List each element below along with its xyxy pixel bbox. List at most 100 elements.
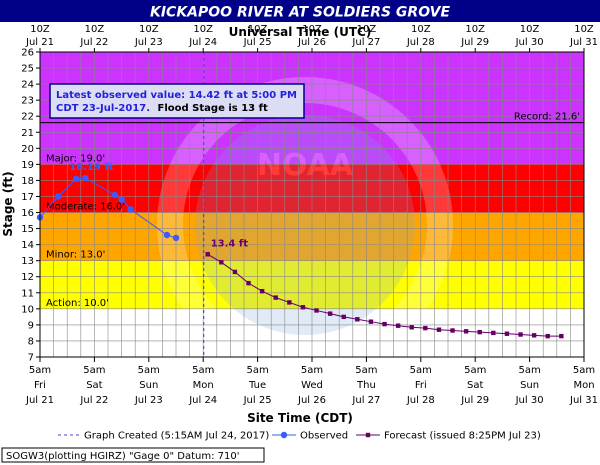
x-tick-label-0-3: Jul 21 [25,395,54,406]
y-tick-label-9: 9 [28,320,34,331]
forecast-point-26 [559,333,564,339]
x-tick-label-2-2: Sun [139,380,158,391]
top-axis-label: Universal Time (UTC) [229,25,372,39]
x-tick-label-3-3: Jul 24 [188,395,217,406]
top-tick-label-5-2: Jul 26 [297,37,326,48]
x-tick-label-10-2: Mon [573,380,594,391]
observed-point-6 [127,206,134,213]
top-tick-label-5-1: 10Z [302,24,322,35]
observed-point-5 [118,196,125,203]
forecast-point-13 [382,321,387,327]
legend-forecast-label: Forecast (issued 8:25PM Jul 23) [384,431,541,442]
top-tick-label-4-1: 10Z [248,24,268,35]
x-tick-label-9-1: 5am [518,365,540,376]
legend-observed-marker [280,431,288,439]
station-info: SOGW3(plotting HGIRZ) "Gage 0" Datum: 71… [6,451,239,462]
flood-band-label-0: Action: 10.0' [46,298,109,309]
x-tick-label-1-2: Sat [86,380,102,391]
y-tick-label-26: 26 [21,48,34,59]
top-tick-label-0-1: 10Z [30,24,50,35]
top-tick-label-2-1: 10Z [139,24,159,35]
x-tick-label-7-3: Jul 28 [406,395,435,406]
y-tick-label-13: 13 [21,256,34,267]
x-tick-label-0-2: Fri [34,380,46,391]
y-tick-label-20: 20 [21,144,34,155]
observed-point-3 [82,174,89,182]
observed-point-7 [163,231,171,239]
forecast-point-16 [423,325,428,331]
forecast-label: 13.4 ft [211,238,249,249]
y-tick-label-11: 11 [21,288,34,299]
y-tick-label-19: 19 [21,160,34,171]
x-tick-label-2-1: 5am [138,365,160,376]
flood-category-labels: Action: 10.0' Minor: 13.0' Moderate: 16.0'… [46,153,125,308]
forecast-point-8 [314,308,319,313]
x-tick-label-10-3: Jul 31 [569,395,598,406]
forecast-point-5 [273,295,278,300]
chart-title: KICKAPOO RIVER AT SOLDIERS GROVE [150,5,450,21]
y-axis-label: Stage (ft) [1,171,15,236]
x-tick-label-6-2: Thu [356,380,376,391]
top-tick-label-6-2: Jul 27 [351,37,380,48]
forecast-point-17 [436,327,442,332]
top-tick-label-9-1: 10Z [520,24,540,35]
forecast-point-4 [259,288,265,294]
legend: Graph Created (5:15AM Jul 24, 2017) Obser… [58,431,541,442]
x-tick-label-2-3: Jul 23 [134,395,163,406]
top-tick-label-0-2: Jul 21 [25,37,54,48]
y-tick-label-10: 10 [21,304,34,315]
forecast-point-0 [205,252,210,257]
y-tick-label-21: 21 [21,128,34,139]
x-tick-label-5-3: Jul 26 [297,395,326,406]
top-tick-label-1-2: Jul 22 [79,37,108,48]
x-tick-label-7-2: Fri [415,380,427,391]
forecast-point-18 [450,328,455,333]
top-tick-label-8-1: 10Z [465,24,485,35]
top-tick-label-7-1: 10Z [411,24,431,35]
top-tick-label-10-2: Jul 31 [569,37,598,48]
forecast-point-15 [409,325,414,330]
y-tick-label-15: 15 [21,224,34,235]
forecast-point-21 [491,330,496,336]
legend-forecast-marker [365,432,371,438]
y-tick-label-22: 22 [21,112,34,123]
legend-created-label: Graph Created (5:15AM Jul 24, 2017) [84,431,269,442]
observed-point-8 [172,234,180,242]
forecast-point-3 [246,280,251,286]
record-line: Record: 21.6' [40,112,584,124]
title-bar [0,0,600,22]
forecast-point-23 [518,332,523,337]
top-tick-label-8-2: Jul 29 [460,37,489,48]
latest-line-1: Latest observed value: 14.42 ft at 5:00 … [56,90,297,101]
forecast-point-25 [545,333,550,339]
y-tick-label-23: 23 [21,96,34,107]
x-tick-label-8-1: 5am [464,365,486,376]
forecast-point-9 [327,311,333,316]
top-tick-label-3-2: Jul 24 [188,37,217,48]
x-tick-label-8-3: Jul 29 [460,395,489,406]
top-tick-label-9-2: Jul 30 [515,37,544,48]
forecast-point-14 [395,323,401,328]
forecast-point-24 [531,333,537,338]
top-tick-label-1-1: 10Z [85,24,105,35]
flood-stage-text: Flood Stage is 13 ft [158,103,268,114]
forecast-point-12 [368,319,374,324]
station-info-box [1,447,265,463]
forecast-point-19 [463,329,469,334]
x-tick-label-3-1: 5am [192,365,214,376]
y-tick-label-25: 25 [21,64,34,75]
observed-point-4 [111,191,119,199]
latest-observed-box: Latest observed value: 14.42 ft at 5:00 … [49,83,305,119]
legend-observed-label: Observed [300,431,348,442]
watermark-noaa-text: NOAA [257,148,354,183]
x-tick-label-7-1: 5am [410,365,432,376]
x-tick-label-5-1: 5am [301,365,323,376]
y-tick-label-7: 7 [28,353,34,364]
observed-point-2 [73,175,80,183]
annotations: 18.19 ft 13.4 ft [69,162,248,249]
y-tick-label-12: 12 [21,272,34,283]
forecast-point-11 [355,317,360,322]
x-tick-label-6-1: 5am [355,365,377,376]
forecast-point-20 [477,329,482,335]
